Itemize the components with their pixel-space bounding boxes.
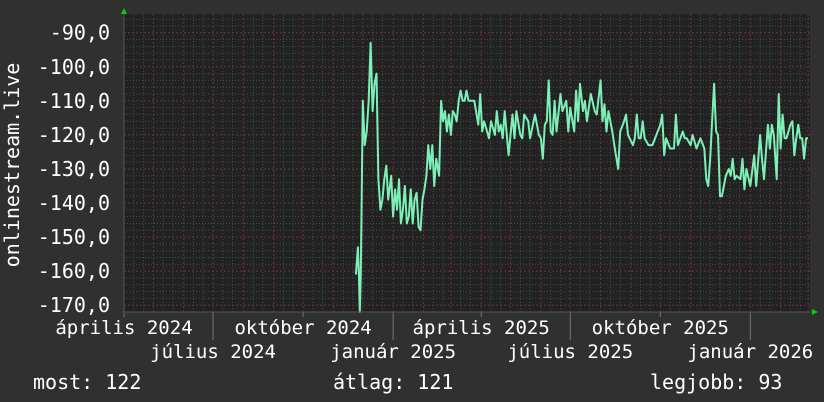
y-tick-label: -90,0 — [50, 21, 110, 45]
y-tick-label: -100,0 — [38, 55, 110, 79]
x-axis-arrow-icon — [812, 309, 818, 315]
y-tick-label: -120,0 — [38, 123, 110, 147]
y-tick-label: -140,0 — [38, 191, 110, 215]
stat-best: legjobb: 93 — [650, 370, 783, 394]
y-tick-label: -160,0 — [38, 259, 110, 283]
series-line — [354, 41, 808, 313]
x-tick-label: július 2025 — [507, 341, 633, 363]
x-tick-label: április 2025 — [413, 317, 550, 339]
y-axis-arrow-icon — [121, 8, 127, 14]
x-tick-label: január 2025 — [330, 341, 456, 363]
y-tick-label: -110,0 — [38, 89, 110, 113]
plot-area — [124, 14, 810, 312]
stat-current: most: 122 — [33, 370, 142, 394]
x-tick-label: április 2024 — [55, 317, 192, 339]
x-tick-label: január 2026 — [687, 341, 813, 363]
y-axis: -90,0 -100,0 -110,0 -120,0 -130,0 -140,0 -150,… — [38, 21, 110, 317]
y-tick-label: -130,0 — [38, 157, 110, 181]
x-tick-label: július 2024 — [150, 341, 276, 363]
x-tick-label: október 2025 — [592, 317, 729, 339]
y-axis-label: onlinestream.live — [0, 63, 24, 268]
y-tick-label: -150,0 — [38, 225, 110, 249]
x-tick-label: október 2024 — [234, 317, 371, 339]
stat-average: átlag: 121 — [333, 370, 454, 394]
grid — [123, 14, 810, 313]
y-tick-label: -170,0 — [38, 293, 110, 317]
